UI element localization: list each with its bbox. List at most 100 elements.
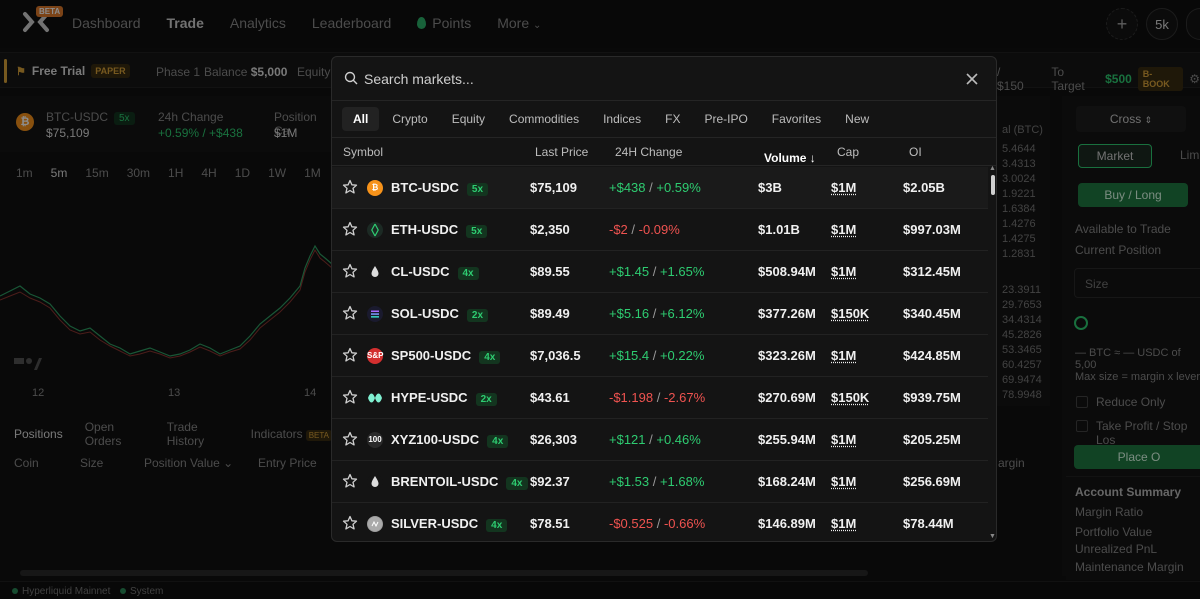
nav-points[interactable]: Points bbox=[417, 15, 471, 31]
tab-pre-ipo[interactable]: Pre-IPO bbox=[704, 112, 748, 126]
tab-commodities[interactable]: Commodities bbox=[509, 112, 580, 126]
vertical-scrollbar[interactable]: ▲ ▼ bbox=[988, 165, 996, 541]
top-nav: BETA Dashboard Trade Analytics Leaderboa… bbox=[0, 0, 1200, 48]
table-row[interactable]: ETH-USDC 5x $2,350 -$2 / -0.09% $1.01B $1M $99… bbox=[332, 209, 988, 251]
table-row[interactable]: CL-USDC 4x $89.55 +$1.45 / +1.65% $508.94M $1… bbox=[332, 251, 988, 293]
nav-dashboard[interactable]: Dashboard bbox=[72, 15, 141, 31]
star-icon[interactable] bbox=[342, 179, 358, 195]
table-row[interactable]: SILVER-USDC 4x $78.51 -$0.525 / -0.66% $146.… bbox=[332, 503, 988, 541]
col-margin[interactable]: Margin bbox=[988, 456, 1025, 470]
nav-analytics[interactable]: Analytics bbox=[229, 15, 286, 31]
search-input[interactable] bbox=[364, 67, 924, 91]
tp-sl-checkbox[interactable] bbox=[1076, 420, 1088, 432]
tab-equity[interactable]: Equity bbox=[451, 112, 486, 126]
nav-more[interactable]: More ⌄ bbox=[497, 15, 541, 31]
market-symbol: ETH-USDC 5x bbox=[391, 222, 488, 238]
market-symbol[interactable]: BTC-USDC 5x bbox=[46, 110, 135, 125]
order-type-market[interactable]: Market bbox=[1078, 144, 1152, 168]
cap: $150K bbox=[831, 390, 870, 405]
open-interest: $312.45M bbox=[903, 264, 961, 279]
star-icon[interactable] bbox=[342, 305, 358, 321]
size-slider-handle[interactable] bbox=[1074, 316, 1088, 330]
change-pct: +0.59% bbox=[656, 180, 701, 195]
col-position-value[interactable]: Position Value ⌄ bbox=[144, 456, 233, 470]
reduce-only-checkbox[interactable] bbox=[1076, 396, 1088, 408]
24h-change: +$5.16 / +6.12% bbox=[609, 306, 705, 321]
table-row[interactable]: S&P SP500-USDC 4x $7,036.5 +$15.4 / +0.22% $3… bbox=[332, 335, 988, 377]
star-icon[interactable] bbox=[342, 389, 358, 405]
tab-crypto[interactable]: Crypto bbox=[392, 112, 428, 126]
star-icon[interactable] bbox=[342, 515, 358, 531]
col-symbol[interactable]: Symbol bbox=[343, 145, 384, 159]
size-input[interactable]: Size bbox=[1074, 268, 1200, 298]
table-row[interactable]: 100 XYZ100-USDC 4x $26,303 +$121 / +0.46% $25… bbox=[332, 419, 988, 461]
price-chart[interactable]: 1m 5m 15m 30m 1H 4H 1D 1W 1M 12 13 14 bbox=[0, 156, 332, 408]
market-header: ₿ BTC-USDC 5x $75,109 24h Change +0.59% /… bbox=[0, 96, 332, 152]
tf-30m[interactable]: 30m bbox=[126, 166, 151, 180]
star-icon[interactable] bbox=[342, 431, 358, 447]
star-icon[interactable] bbox=[342, 347, 358, 363]
last-price: $89.55 bbox=[530, 264, 570, 279]
tab-positions[interactable]: Positions bbox=[14, 427, 63, 441]
scroll-up-icon[interactable]: ▲ bbox=[989, 165, 996, 172]
table-row[interactable]: ₿ BTC-USDC 5x $75,109 +$438 / +0.59% $3B $1M $2… bbox=[332, 167, 988, 209]
col-oi[interactable]: OI bbox=[909, 145, 922, 159]
nav-leaderboard[interactable]: Leaderboard bbox=[311, 15, 392, 31]
points-button[interactable]: 5k bbox=[1146, 8, 1178, 40]
scrollbar-thumb[interactable] bbox=[991, 175, 995, 195]
buy-long-button[interactable]: Buy / Long bbox=[1078, 183, 1188, 207]
tab-trade-history[interactable]: Trade History bbox=[166, 420, 205, 448]
tab-favorites[interactable]: Favorites bbox=[771, 112, 822, 126]
tf-1w[interactable]: 1W bbox=[268, 166, 287, 180]
leverage-badge: 5x bbox=[114, 112, 135, 125]
star-icon[interactable] bbox=[342, 473, 358, 489]
network-label: Hyperliquid Mainnet bbox=[22, 586, 111, 597]
tf-1mo[interactable]: 1M bbox=[304, 166, 321, 180]
tab-all[interactable]: All bbox=[342, 107, 380, 131]
scroll-down-icon[interactable]: ▼ bbox=[989, 533, 996, 540]
star-icon[interactable] bbox=[342, 263, 358, 279]
nav-trade[interactable]: Trade bbox=[166, 15, 204, 31]
gear-icon[interactable]: ⚙ bbox=[1189, 72, 1200, 86]
tab-indices[interactable]: Indices bbox=[603, 112, 642, 126]
table-row[interactable]: BRENTOIL-USDC 4x $92.37 +$1.53 / +1.68% $168… bbox=[332, 461, 988, 503]
order-type-limit[interactable]: Limi bbox=[1180, 148, 1200, 162]
open-interest: $997.03M bbox=[903, 222, 961, 237]
open-interest: $78.44M bbox=[903, 516, 954, 531]
col-cap[interactable]: Cap bbox=[837, 145, 860, 159]
col-last-price[interactable]: Last Price bbox=[535, 145, 589, 159]
margin-mode-select[interactable]: Cross ⇕ bbox=[1076, 106, 1186, 132]
leverage-badge: 5x bbox=[466, 225, 488, 238]
tf-4h[interactable]: 4H bbox=[201, 166, 217, 180]
ob-value: 5.4644 bbox=[1002, 143, 1036, 155]
tab-indicators[interactable]: Indicators BETA bbox=[251, 427, 332, 441]
tab-open-orders[interactable]: Open Orders bbox=[84, 420, 122, 448]
system-status[interactable]: System bbox=[120, 586, 163, 597]
star-icon[interactable] bbox=[342, 221, 358, 237]
ob-value: 3.0024 bbox=[1002, 173, 1036, 185]
ob-value: 45.2826 bbox=[1002, 329, 1042, 341]
tab-new[interactable]: New bbox=[845, 112, 870, 126]
candles-svg bbox=[0, 244, 332, 370]
tf-1m[interactable]: 1m bbox=[16, 166, 33, 180]
tf-5m[interactable]: 5m bbox=[50, 166, 68, 180]
volume: $270.69M bbox=[758, 390, 816, 405]
col-coin[interactable]: Coin bbox=[14, 456, 39, 470]
leverage-badge: 4x bbox=[506, 477, 528, 490]
col-entry-price[interactable]: Entry Price bbox=[258, 456, 317, 470]
last-price: $2,350 bbox=[530, 222, 570, 237]
horizontal-scrollbar[interactable] bbox=[20, 570, 868, 576]
tab-fx[interactable]: FX bbox=[665, 112, 681, 126]
tf-1h[interactable]: 1H bbox=[168, 166, 184, 180]
col-24h-change[interactable]: 24H Change bbox=[615, 145, 683, 159]
table-row[interactable]: SOL-USDC 2x $89.49 +$5.16 / +6.12% $377.26M $… bbox=[332, 293, 988, 335]
col-volume[interactable]: Volume ↓ bbox=[764, 151, 816, 165]
add-button[interactable]: + bbox=[1106, 8, 1138, 40]
close-icon[interactable] bbox=[966, 73, 978, 85]
tf-15m[interactable]: 15m bbox=[85, 166, 109, 180]
balance-value: $5,000 bbox=[250, 65, 288, 79]
table-row[interactable]: HYPE-USDC 2x $43.61 -$1.198 / -2.67% $270.69… bbox=[332, 377, 988, 419]
place-order-button[interactable]: Place O bbox=[1074, 445, 1200, 469]
col-size[interactable]: Size bbox=[80, 456, 104, 470]
tf-1d[interactable]: 1D bbox=[234, 166, 251, 180]
